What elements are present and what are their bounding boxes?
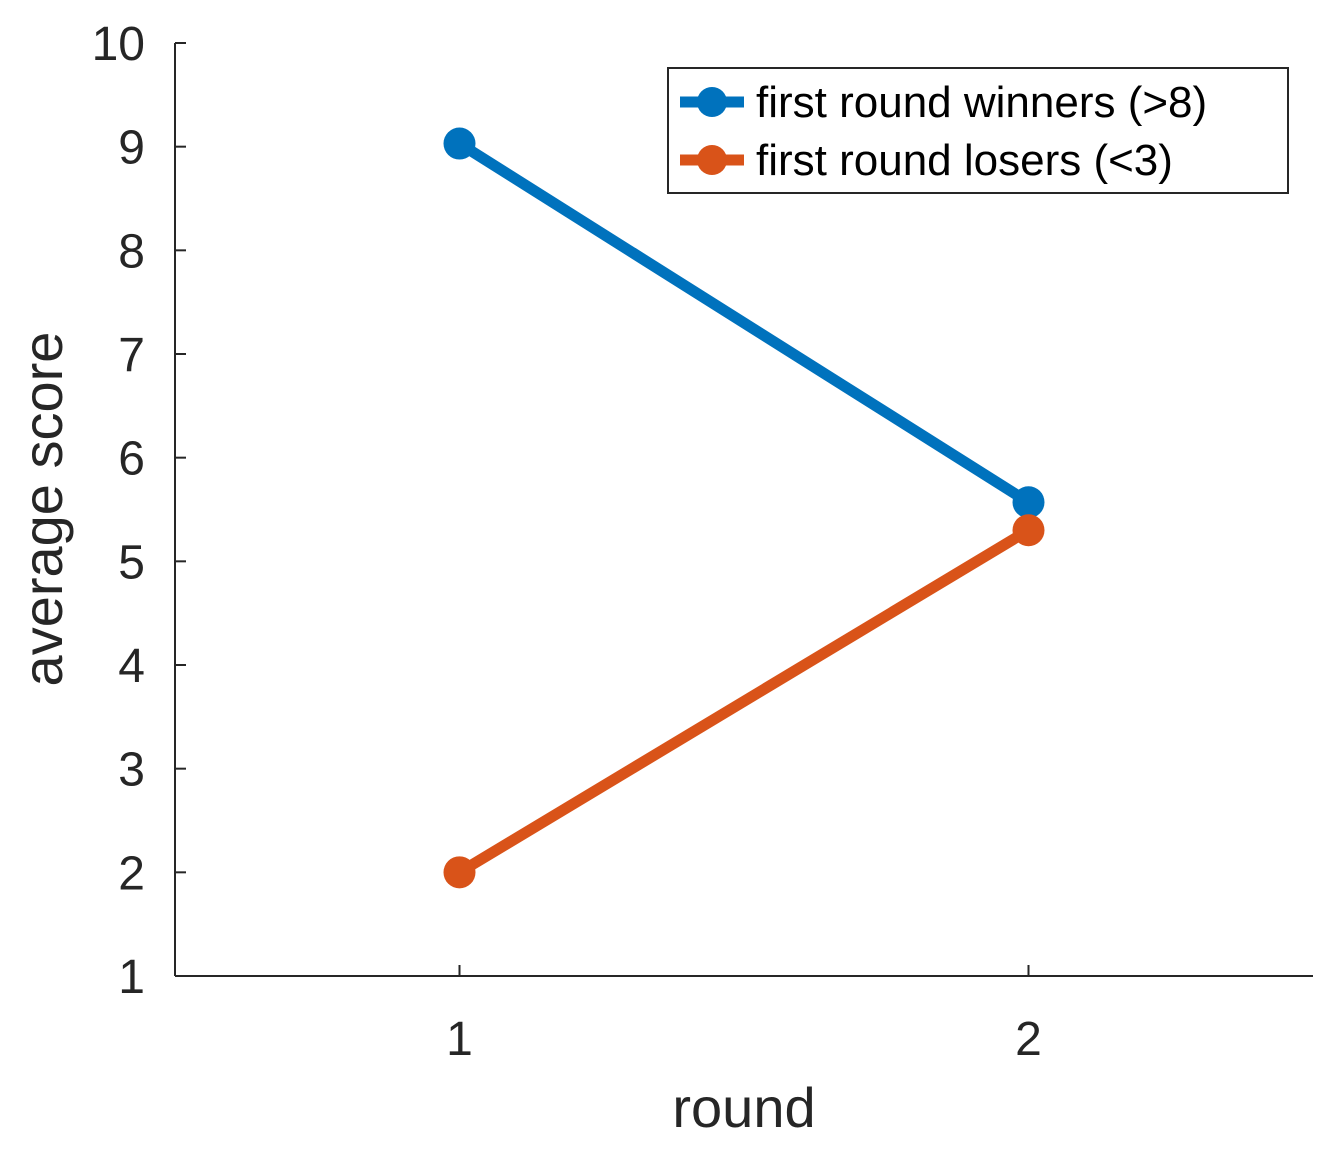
series-layer — [443, 127, 1045, 889]
legend-swatch-marker-losers — [697, 145, 727, 175]
y-tick-label: 4 — [118, 640, 145, 693]
data-point — [443, 127, 476, 160]
legend-label-winners: first round winners (>8) — [756, 78, 1207, 127]
x-axis-title: round — [672, 1076, 815, 1139]
y-axis-title: average score — [11, 332, 74, 687]
y-tick-label: 2 — [118, 847, 145, 900]
data-point — [1012, 486, 1045, 519]
legend: first round winners (>8) first round los… — [667, 67, 1289, 194]
series-line-0 — [456, 138, 1032, 507]
data-point — [1012, 514, 1045, 547]
x-tick-label: 1 — [446, 1013, 473, 1066]
axes — [174, 43, 1313, 977]
y-ticks: 1 2 3 4 5 6 7 8 9 10 — [92, 18, 186, 1004]
legend-swatch-marker-winners — [697, 87, 727, 117]
y-tick-label: 5 — [118, 536, 145, 589]
y-tick-label: 8 — [118, 225, 145, 278]
series-line-1 — [456, 525, 1032, 878]
legend-box — [667, 67, 1289, 194]
y-tick-label: 9 — [118, 122, 145, 175]
x-tick-label: 2 — [1015, 1013, 1042, 1066]
data-point — [443, 856, 476, 889]
y-tick-label: 7 — [118, 329, 145, 382]
legend-label-losers: first round losers (<3) — [756, 136, 1173, 185]
y-tick-label: 3 — [118, 744, 145, 797]
y-tick-label: 1 — [118, 951, 145, 1004]
y-tick-label: 6 — [118, 433, 145, 486]
y-tick-label: 10 — [92, 18, 145, 71]
